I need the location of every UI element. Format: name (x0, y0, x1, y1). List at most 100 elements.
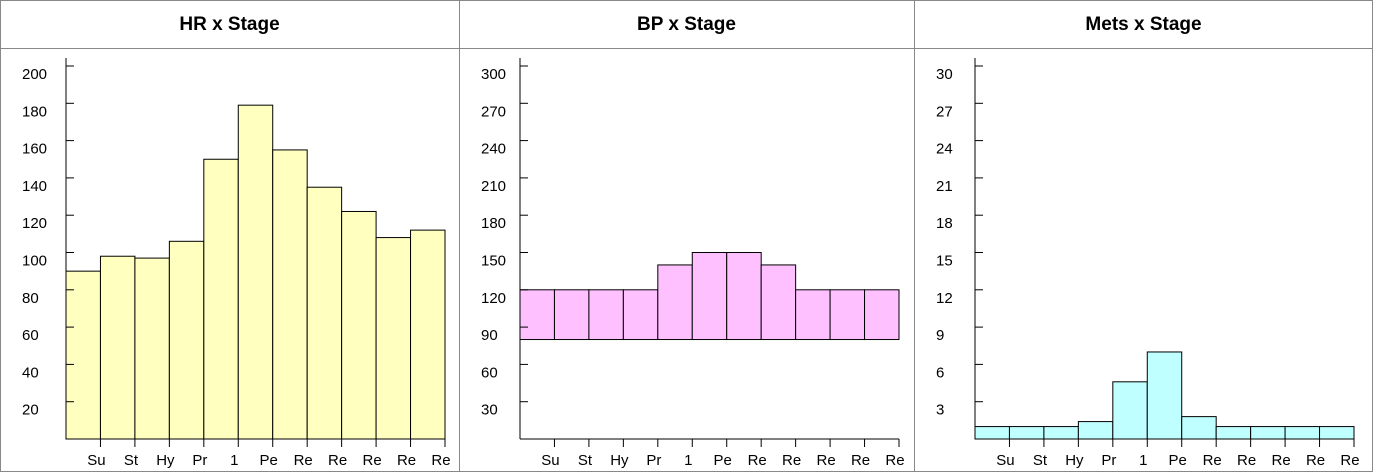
bar (1008, 426, 1045, 440)
x-tick-label: Re (397, 452, 416, 469)
range-bar (588, 289, 624, 341)
chart-title: Mets x Stage (1085, 14, 1201, 35)
y-tick-label: 15 (936, 252, 953, 269)
y-tick-label: 6 (936, 364, 944, 381)
x-tick-label: Re (1237, 452, 1256, 469)
y-tick-label: 100 (22, 252, 47, 269)
x-tick-label: Hy (156, 452, 175, 469)
x-tick-label: Re (328, 452, 347, 469)
x-tick-label: Re (1340, 452, 1359, 469)
y-tick-label: 120 (22, 215, 47, 232)
bar (375, 237, 412, 440)
x-tick-label: Pe (1169, 452, 1187, 469)
x-tick-label: Pr (1101, 452, 1116, 469)
x-tick-label: 1 (1139, 452, 1147, 469)
y-tick-label: 180 (481, 215, 506, 232)
y-tick-label: 120 (481, 290, 506, 307)
y-tick-label: 30 (936, 66, 953, 83)
bar (99, 255, 136, 440)
bar (410, 229, 446, 440)
bar (168, 240, 205, 440)
x-tick-label: Re (816, 452, 835, 469)
x-tick-label: Su (996, 452, 1014, 469)
y-tick-label: 80 (22, 290, 39, 307)
x-tick-label: 1 (230, 452, 238, 469)
x-tick-label: 1 (684, 452, 692, 469)
y-tick-label: 150 (481, 252, 506, 269)
x-tick-label: Pr (646, 452, 661, 469)
x-tick-label: Pe (260, 452, 278, 469)
bar (203, 158, 239, 440)
y-tick-label: 18 (936, 215, 953, 232)
range-bar (864, 289, 900, 341)
x-tick-label: St (1033, 452, 1048, 469)
range-bar (726, 252, 762, 341)
y-tick-label: 160 (22, 141, 47, 158)
x-tick-label: Re (1306, 452, 1325, 469)
x-tick-label: Re (851, 452, 870, 469)
range-bar (795, 289, 831, 341)
x-tick-label: Su (541, 452, 559, 469)
x-tick-label: Re (294, 452, 313, 469)
y-tick-label: 27 (936, 103, 953, 120)
x-tick-label: Su (87, 452, 105, 469)
bar (1043, 426, 1079, 440)
x-tick-label: Pe (714, 452, 732, 469)
x-tick-label: Re (885, 452, 904, 469)
chart-title: BP x Stage (637, 14, 736, 35)
bar (1112, 381, 1148, 440)
y-tick-label: 21 (936, 178, 953, 195)
x-tick-label: Re (1271, 452, 1290, 469)
range-bar (691, 252, 728, 341)
y-tick-label: 3 (936, 402, 944, 419)
bar (272, 149, 308, 440)
y-tick-label: 30 (481, 402, 498, 419)
bar (974, 426, 1010, 440)
x-tick-label: Hy (1065, 452, 1084, 469)
bar (1284, 426, 1321, 440)
x-tick-label: Hy (610, 452, 629, 469)
y-tick-label: 9 (936, 327, 944, 344)
x-tick-label: Re (362, 452, 381, 469)
y-tick-label: 60 (481, 364, 498, 381)
bar (65, 270, 101, 440)
y-tick-label: 300 (481, 66, 506, 83)
y-tick-label: 180 (22, 103, 47, 120)
range-bar (760, 264, 797, 341)
x-tick-label: Re (1203, 452, 1222, 469)
bar (1215, 426, 1252, 440)
bar (1181, 416, 1217, 440)
chart-title: HR x Stage (179, 14, 279, 35)
x-tick-label: Re (431, 452, 450, 469)
y-tick-label: 20 (22, 402, 39, 419)
bar (237, 104, 274, 440)
y-tick-label: 240 (481, 141, 506, 158)
range-bar (622, 289, 659, 341)
x-tick-label: Re (748, 452, 767, 469)
y-tick-label: 90 (481, 327, 498, 344)
y-tick-label: 12 (936, 290, 953, 307)
range-bar (553, 289, 590, 341)
y-tick-label: 270 (481, 103, 506, 120)
bar (134, 257, 170, 440)
range-bar (519, 289, 555, 341)
y-tick-label: 200 (22, 66, 47, 83)
y-tick-label: 140 (22, 178, 47, 195)
y-tick-label: 60 (22, 327, 39, 344)
x-tick-label: Re (782, 452, 801, 469)
y-tick-label: 40 (22, 364, 39, 381)
y-tick-label: 24 (936, 141, 953, 158)
x-tick-label: Pr (192, 452, 207, 469)
bar (1250, 426, 1286, 440)
bar (1146, 351, 1183, 440)
y-tick-label: 210 (481, 178, 506, 195)
range-bar (829, 289, 866, 341)
bar (1077, 421, 1114, 440)
x-tick-label: St (124, 452, 139, 469)
bar (306, 186, 343, 440)
bar (341, 210, 377, 440)
bar (1319, 426, 1355, 440)
x-tick-label: St (578, 452, 593, 469)
